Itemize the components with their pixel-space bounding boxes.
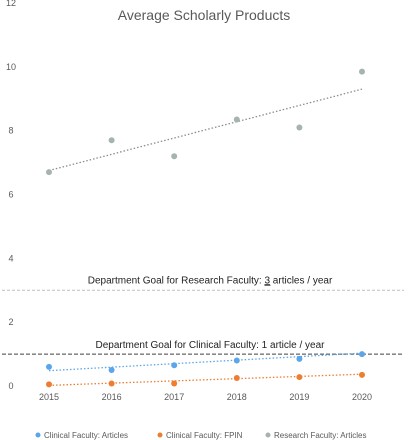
data-point-clinical-fpin: [359, 371, 365, 378]
research-goal-label: Department Goal for Research Faculty: 3 …: [88, 275, 333, 286]
research-goal-label-suffix: articles / year: [270, 275, 333, 286]
trendline-clinical-articles: [48, 352, 363, 372]
x-tick-label: 2015: [39, 392, 59, 402]
data-point-research-articles: [46, 169, 52, 176]
data-point-research-articles: [108, 137, 115, 144]
data-point-clinical-articles: [296, 355, 303, 362]
data-point-clinical-fpin: [171, 380, 178, 387]
y-tick-label: 12: [6, 0, 16, 8]
research-goal-label-value: 3: [264, 275, 270, 286]
data-point-clinical-articles: [359, 351, 365, 358]
data-points: [46, 68, 365, 388]
x-tick-label: 2017: [164, 392, 184, 402]
data-point-clinical-articles: [233, 357, 240, 364]
x-tick-label: 2020: [352, 392, 372, 402]
y-tick-label: 10: [6, 62, 16, 72]
data-point-clinical-fpin: [46, 381, 52, 388]
legend-label-clinical-fpin: Clinical Faculty: FPIN: [166, 431, 243, 440]
y-tick-label: 6: [8, 190, 13, 200]
legend-marker-research-articles: [265, 432, 271, 438]
legend-marker-clinical-articles: [35, 432, 41, 438]
data-point-clinical-fpin: [296, 374, 303, 381]
legend-marker-clinical-fpin: [157, 432, 163, 438]
data-point-clinical-articles: [171, 362, 178, 369]
y-tick-label: 8: [8, 126, 13, 136]
data-point-clinical-articles: [46, 363, 52, 370]
chart-title: Average Scholarly Products: [118, 7, 291, 23]
data-point-research-articles: [171, 153, 178, 160]
trendlines: [48, 88, 363, 387]
reference-lines: Department Goal for Research Faculty: 3 …: [2, 275, 404, 355]
x-tick-label: 2018: [227, 392, 247, 402]
x-tick-label: 2016: [102, 392, 122, 402]
trendline-research-articles: [48, 88, 363, 172]
legend: Clinical Faculty: Articles Clinical Facul…: [35, 431, 366, 440]
research-goal-label-prefix: Department Goal for Research Faculty:: [88, 275, 265, 286]
data-point-research-articles: [359, 68, 365, 75]
axis-ticks: 0 2 4 6 8 10 12 2015 2016 2017 2018 2019 2020: [6, 0, 372, 402]
clinical-goal-label: Department Goal for Clinical Faculty: 1 …: [96, 340, 326, 351]
data-point-research-articles: [296, 124, 303, 131]
y-tick-label: 2: [8, 317, 13, 327]
data-point-research-articles: [233, 116, 240, 123]
x-tick-label: 2019: [289, 392, 309, 402]
legend-label-research-articles: Research Faculty: Articles: [274, 431, 366, 440]
data-point-clinical-articles: [108, 367, 115, 374]
y-tick-label: 4: [8, 253, 13, 263]
data-point-clinical-fpin: [233, 375, 240, 382]
y-tick-label: 0: [8, 381, 13, 391]
legend-label-clinical-articles: Clinical Faculty: Articles: [44, 431, 128, 440]
data-point-clinical-fpin: [108, 380, 115, 387]
trendline-clinical-fpin: [48, 373, 363, 387]
